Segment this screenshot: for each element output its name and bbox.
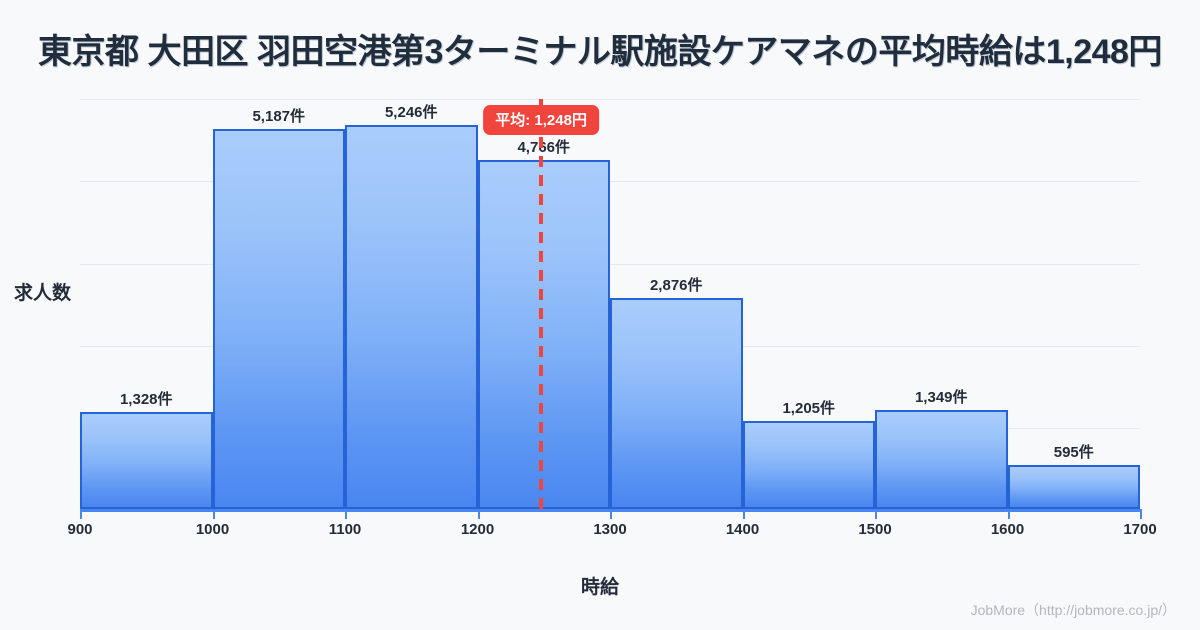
x-tick-label: 1600 xyxy=(990,521,1025,538)
bar[interactable] xyxy=(610,298,743,509)
x-tick-mark xyxy=(742,509,745,519)
x-tick-mark xyxy=(477,509,480,519)
bar[interactable] xyxy=(345,124,478,509)
x-axis-label: 時給 xyxy=(580,577,619,598)
gridline xyxy=(80,264,1140,265)
x-tick-mark xyxy=(875,509,877,519)
x-tick-label: 1000 xyxy=(195,521,230,538)
x-tick-mark xyxy=(80,509,82,519)
gridline xyxy=(80,181,1140,182)
footer-watermark: JobMore（http://jobmore.co.jp/） xyxy=(970,602,1176,618)
bar-value-label: 2,876件 xyxy=(649,277,703,295)
bar-value-label: 5,187件 xyxy=(252,108,306,126)
average-badge: 平均: 1,248円 xyxy=(483,105,599,135)
bar[interactable] xyxy=(875,410,1008,509)
average-line xyxy=(539,99,544,511)
bar[interactable] xyxy=(477,160,610,509)
x-tick-label: 1500 xyxy=(858,521,892,538)
bar[interactable] xyxy=(80,411,213,509)
x-tick-mark xyxy=(345,509,347,519)
x-tick-mark xyxy=(610,509,612,519)
bar-value-label: 4,766件 xyxy=(517,139,571,157)
x-tick-mark xyxy=(212,509,215,519)
bar-value-label: 595件 xyxy=(1053,444,1094,462)
y-axis-label: 求人数 xyxy=(14,283,72,304)
bar-value-label: 1,328件 xyxy=(119,390,173,408)
x-tick-label: 900 xyxy=(67,521,93,538)
bar[interactable] xyxy=(742,420,875,509)
x-tick-mark xyxy=(1140,509,1142,519)
x-tick-label: 1700 xyxy=(1123,521,1157,538)
x-tick-mark xyxy=(1007,509,1010,519)
bar-value-label: 5,246件 xyxy=(384,103,438,121)
x-tick-label: 1100 xyxy=(328,521,362,538)
x-tick-label: 1300 xyxy=(593,521,627,538)
gridline xyxy=(80,99,1140,100)
bar-value-label: 1,349件 xyxy=(914,389,968,407)
x-tick-label: 1200 xyxy=(460,521,495,538)
x-tick-label: 1400 xyxy=(725,521,760,538)
page-title: 東京都 大田区 羽田空港第3ターミナル駅施設ケアマネの平均時給は1,248円 xyxy=(38,33,1162,71)
bar[interactable] xyxy=(1007,465,1140,509)
bar[interactable] xyxy=(212,129,345,509)
bar-value-label: 1,205件 xyxy=(782,399,836,417)
